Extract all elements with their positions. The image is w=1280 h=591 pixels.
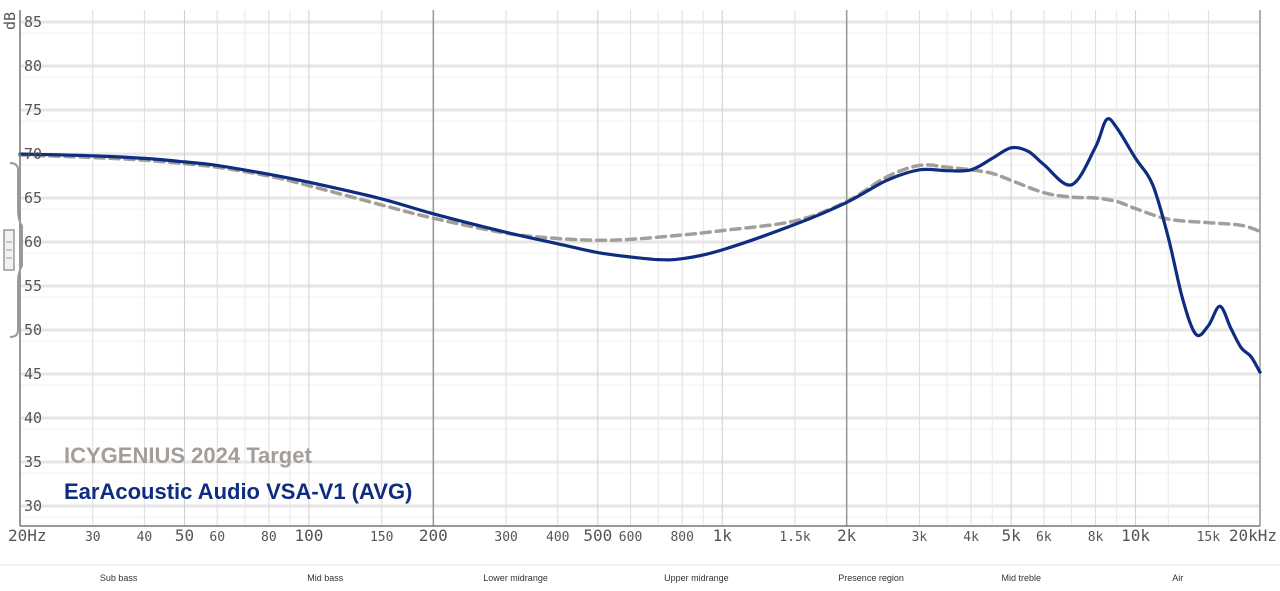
x-tick-label: 40: [137, 530, 153, 545]
x-tick-label: 80: [261, 530, 277, 545]
region-label: Presence region: [838, 573, 904, 583]
legend: ICYGENIUS 2024 Target EarAcoustic Audio …: [64, 443, 412, 504]
region-label: Mid bass: [307, 573, 344, 583]
legend-entry-target: ICYGENIUS 2024 Target: [64, 443, 312, 468]
x-tick-label: 5k: [1002, 526, 1022, 545]
x-tick-label: 600: [619, 530, 642, 545]
x-tick-label: 3k: [912, 530, 928, 545]
y-tick-label: 35: [24, 453, 42, 471]
y-axis-label: dB: [1, 12, 19, 30]
response-curves: [18, 117, 1262, 374]
x-tick-label: 8k: [1088, 530, 1104, 545]
x-tick-label: 50: [175, 526, 194, 545]
x-tick-label: 6k: [1036, 530, 1052, 545]
x-tick-label: 10k: [1121, 526, 1150, 545]
x-tick-label: 400: [546, 530, 569, 545]
volume-slider-handle[interactable]: [3, 162, 23, 338]
y-tick-label: 75: [24, 101, 42, 119]
x-tick-label: 300: [494, 530, 517, 545]
target-curve: [18, 153, 1262, 243]
region-label: Lower midrange: [483, 573, 548, 583]
y-tick-label: 30: [24, 497, 42, 515]
legend-entry-iem: EarAcoustic Audio VSA-V1 (AVG): [64, 479, 412, 504]
vertical-gridlines: [19, 10, 1261, 526]
x-tick-label: 500: [583, 526, 612, 545]
x-tick-label: 1k: [713, 526, 733, 545]
y-tick-label: 40: [24, 409, 42, 427]
region-label: Mid treble: [1002, 573, 1042, 583]
y-tick-label: 60: [24, 233, 42, 251]
x-tick-label: 1.5k: [779, 530, 810, 545]
y-tick-label: 45: [24, 365, 42, 383]
y-tick-label: 50: [24, 321, 42, 339]
x-tick-label: 800: [670, 530, 693, 545]
x-tick-label: 15k: [1197, 530, 1221, 545]
region-label: Upper midrange: [664, 573, 729, 583]
region-label: Sub bass: [100, 573, 138, 583]
x-tick-label: 150: [370, 530, 393, 545]
x-tick-label: 20Hz: [8, 526, 47, 545]
horizontal-gridlines: [20, 20, 1260, 518]
frequency-region-bar: Sub bass Mid bass Lower midrange Upper midr…: [0, 564, 1280, 583]
x-tick-label: 100: [294, 526, 323, 545]
y-tick-label: 85: [24, 13, 42, 31]
x-tick-label: 4k: [963, 530, 979, 545]
y-tick-label: 55: [24, 277, 42, 295]
iem-response-curve: [18, 117, 1262, 374]
x-tick-label: 60: [209, 530, 225, 545]
x-tick-label: 200: [419, 526, 448, 545]
y-tick-label: 65: [24, 189, 42, 207]
y-tick-label: 70: [24, 145, 42, 163]
y-tick-label: 80: [24, 57, 42, 75]
x-tick-label: 30: [85, 530, 101, 545]
axes: 30 35 40 45 50 55 60 65 70 75 80 85 20Hz 30 40 50 60 80 10…: [8, 10, 1277, 545]
region-label: Air: [1172, 573, 1183, 583]
x-tick-label: 20kHz: [1229, 526, 1277, 545]
x-tick-label: 2k: [837, 526, 857, 545]
